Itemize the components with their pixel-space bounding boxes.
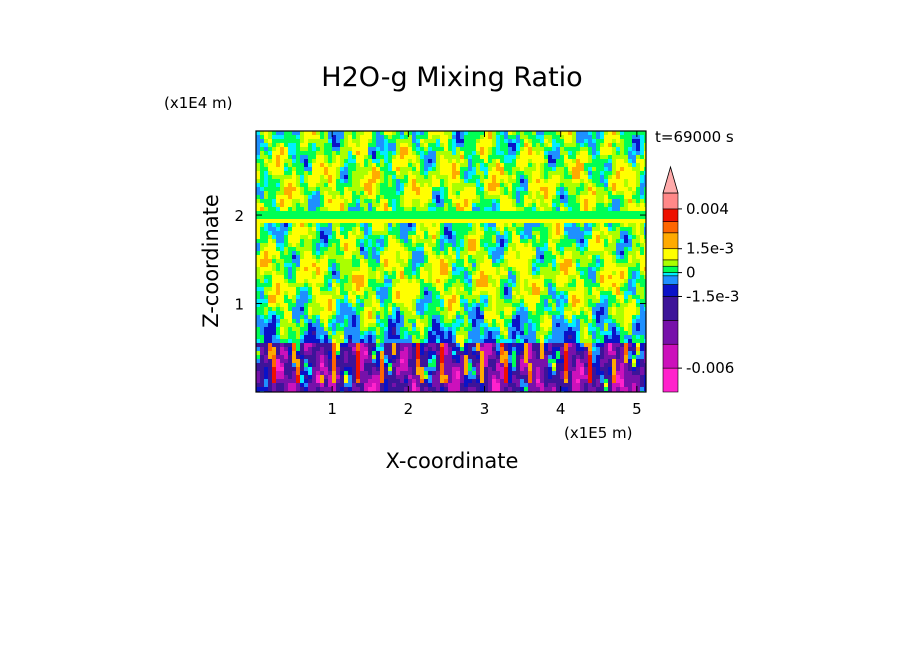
colorbar-band xyxy=(662,320,679,345)
colorbar-band xyxy=(662,232,679,250)
x-axis-label: X-coordinate xyxy=(386,449,519,473)
x-tick-label: 1 xyxy=(327,400,337,418)
x-tick-label: 4 xyxy=(556,400,566,418)
colorbar-extend-triangle xyxy=(662,165,679,194)
colorbar-band xyxy=(662,275,679,285)
colorbar-band xyxy=(662,272,679,277)
plot-frame xyxy=(255,130,647,393)
colorbar-band xyxy=(662,265,679,273)
time-label: t=69000 s xyxy=(655,128,734,146)
y-axis-label: Z-coordinate xyxy=(199,194,223,328)
colorbar-tick-label: 0.004 xyxy=(686,200,729,218)
colorbar-band xyxy=(662,343,679,369)
y-scale-label: (x1E4 m) xyxy=(164,94,233,112)
colorbar-band xyxy=(662,296,679,321)
colorbar-tick-label: -0.006 xyxy=(686,359,734,377)
y-axis-ticks: 12 xyxy=(234,207,646,314)
heatmap-field xyxy=(256,131,646,392)
colorbar-tick-label: -1.5e-3 xyxy=(686,287,739,305)
colorbar-band xyxy=(662,367,679,393)
x-scale-label: (x1E5 m) xyxy=(564,424,633,442)
colorbar: 0.004 1.5e-3 0 -1.5e-3 -0.006 xyxy=(662,165,739,393)
colorbar-band xyxy=(662,208,679,222)
colorbar-band xyxy=(662,221,679,234)
x-tick-label: 5 xyxy=(632,400,642,418)
colorbar-band xyxy=(662,248,679,261)
x-tick-label: 2 xyxy=(404,400,414,418)
colorbar-tick-label: 0 xyxy=(686,264,696,282)
colorbar-tick-label: 1.5e-3 xyxy=(686,240,734,258)
y-tick-label: 1 xyxy=(234,296,244,314)
chart-title: H2O-g Mixing Ratio xyxy=(321,62,582,93)
colorbar-band xyxy=(662,259,679,267)
colorbar-band xyxy=(662,192,679,210)
y-tick-label: 2 xyxy=(234,207,244,225)
colorbar-band xyxy=(662,284,679,297)
x-axis-ticks: 1 2 3 4 5 xyxy=(327,131,642,418)
x-tick-label: 3 xyxy=(480,400,490,418)
